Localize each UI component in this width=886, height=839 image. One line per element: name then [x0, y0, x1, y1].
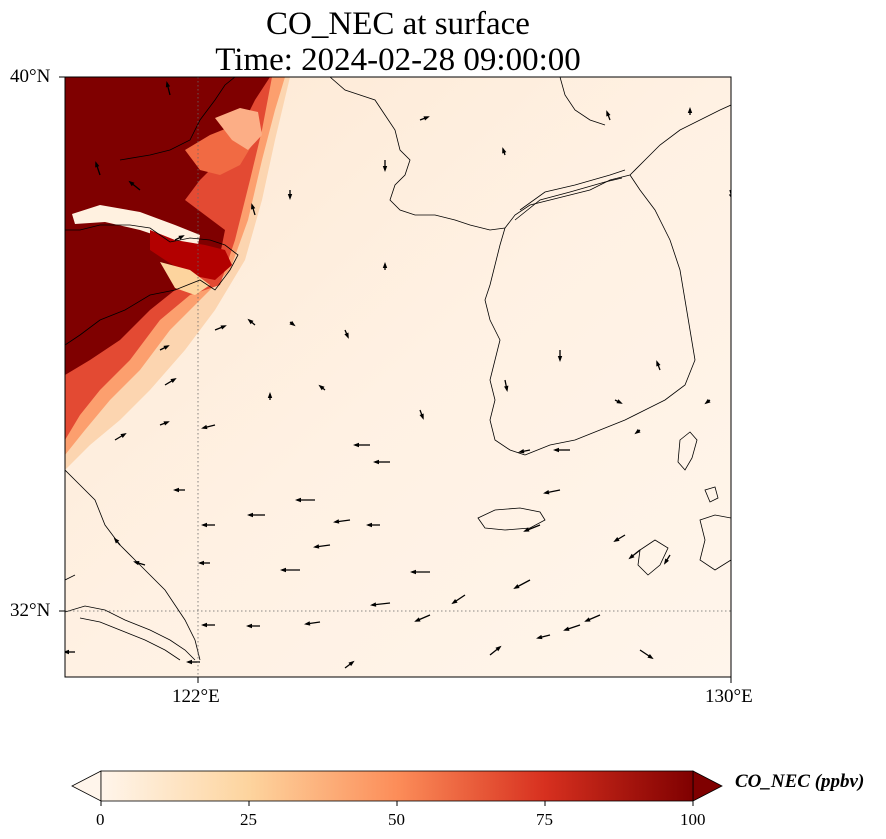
coastlines — [65, 77, 731, 661]
wind-arrow-head — [687, 107, 693, 113]
wind-arrow-head — [173, 487, 179, 493]
colorbar — [71, 770, 723, 806]
wind-arrow-head — [728, 194, 731, 198]
wind-arrow-head — [634, 428, 641, 435]
wind-arrow-head — [287, 194, 293, 200]
lon-label-122: 122°E — [172, 686, 220, 707]
wind-arrow-head — [133, 561, 140, 566]
wind-arrow-head — [502, 147, 507, 154]
colorbar-tick-100: 100 — [680, 810, 706, 829]
wind-arrow-head — [423, 116, 430, 121]
wind-arrow-head — [584, 617, 591, 622]
wind-arrow-head — [366, 522, 372, 528]
wind-arrow-head — [198, 560, 204, 566]
wind-arrow-head — [373, 459, 379, 465]
wind-arrow-head — [163, 421, 170, 426]
wind-arrow-head — [656, 360, 661, 367]
axis-ticks — [59, 76, 732, 683]
wind-arrow-head — [616, 399, 623, 404]
wind-arrow-head — [113, 537, 120, 544]
wind-arrow-head — [333, 519, 340, 524]
wind-arrow-head — [246, 623, 252, 629]
wind-arrow-head — [414, 617, 421, 622]
wind-arrow-head — [165, 81, 171, 88]
wind-arrow-head — [304, 621, 311, 626]
wind-arrow-head — [120, 432, 127, 438]
wind-arrow-head — [220, 325, 227, 330]
lat-label-40: 40°N — [10, 66, 51, 87]
wind-arrow-head — [495, 645, 502, 652]
wind-arrow-head — [647, 653, 654, 660]
wind-arrow-head — [451, 598, 458, 605]
map-title: CO_NEC at surface — [266, 6, 530, 42]
wind-arrow-head — [348, 660, 355, 667]
wind-arrow-head — [201, 622, 207, 628]
wind-arrow-head — [247, 318, 254, 325]
colorbar-tick-25: 25 — [240, 810, 257, 829]
wind-arrow-head — [382, 262, 388, 268]
wind-arrow-head — [186, 659, 192, 665]
colorbar-tick-0: 0 — [96, 810, 105, 829]
wind-arrow-head — [518, 449, 525, 454]
wind-arrow-head — [370, 602, 377, 607]
wind-arrow-shaft — [729, 189, 731, 197]
wind-arrow-head — [289, 320, 296, 327]
wind-arrow-head — [95, 161, 100, 168]
wind-arrow-head — [251, 203, 256, 210]
map-subtitle: Time: 2024-02-28 09:00:00 — [215, 42, 581, 78]
colorbar-tick-50: 50 — [388, 810, 405, 829]
colorbar-extend-low — [71, 770, 102, 802]
wind-arrow-head — [663, 558, 669, 565]
wind-arrow-head — [557, 356, 563, 362]
wind-arrow-head — [513, 584, 520, 589]
wind-arrow-head — [201, 522, 207, 528]
wind-arrow-head — [178, 235, 185, 240]
wind-arrow-head — [628, 553, 635, 560]
map-frame — [64, 76, 732, 678]
wind-arrow-head — [247, 512, 253, 518]
colorbar-gradient — [100, 770, 694, 802]
wind-vectors — [65, 81, 731, 669]
colorbar-label: CO_NEC (ppbv) — [735, 771, 865, 792]
wind-arrow-head — [267, 392, 273, 398]
wind-arrow-head — [280, 567, 286, 573]
wind-arrow-head — [523, 527, 530, 532]
wind-arrow-head — [65, 649, 69, 655]
wind-arrow-head — [613, 537, 620, 543]
wind-arrow-head — [295, 497, 301, 503]
wind-arrow-head — [553, 447, 559, 453]
concentration-field — [65, 77, 731, 677]
wind-arrow-head — [536, 634, 543, 640]
wind-arrow-head — [318, 384, 325, 391]
wind-arrow-head — [353, 442, 359, 448]
wind-arrow-head — [606, 110, 611, 117]
wind-arrow-head — [382, 166, 388, 172]
lon-label-130: 130°E — [705, 686, 753, 707]
wind-arrow-head — [170, 377, 177, 383]
wind-arrow-head — [313, 544, 320, 549]
wind-arrow-head — [419, 413, 424, 420]
wind-arrow-head — [128, 180, 135, 187]
wind-arrow-head — [543, 490, 550, 495]
wind-arrow-head — [344, 332, 349, 339]
colorbar-tick-75: 75 — [536, 810, 553, 829]
wind-arrow-head — [504, 385, 509, 392]
lat-label-32: 32°N — [10, 600, 51, 621]
wind-arrow-head — [563, 626, 570, 631]
colorbar-extend-high — [692, 770, 723, 802]
wind-arrow-head — [201, 424, 208, 430]
gridlines — [65, 77, 731, 677]
wind-arrow-head — [410, 569, 416, 575]
wind-arrow-head — [163, 345, 170, 350]
wind-arrow-head — [704, 398, 711, 405]
